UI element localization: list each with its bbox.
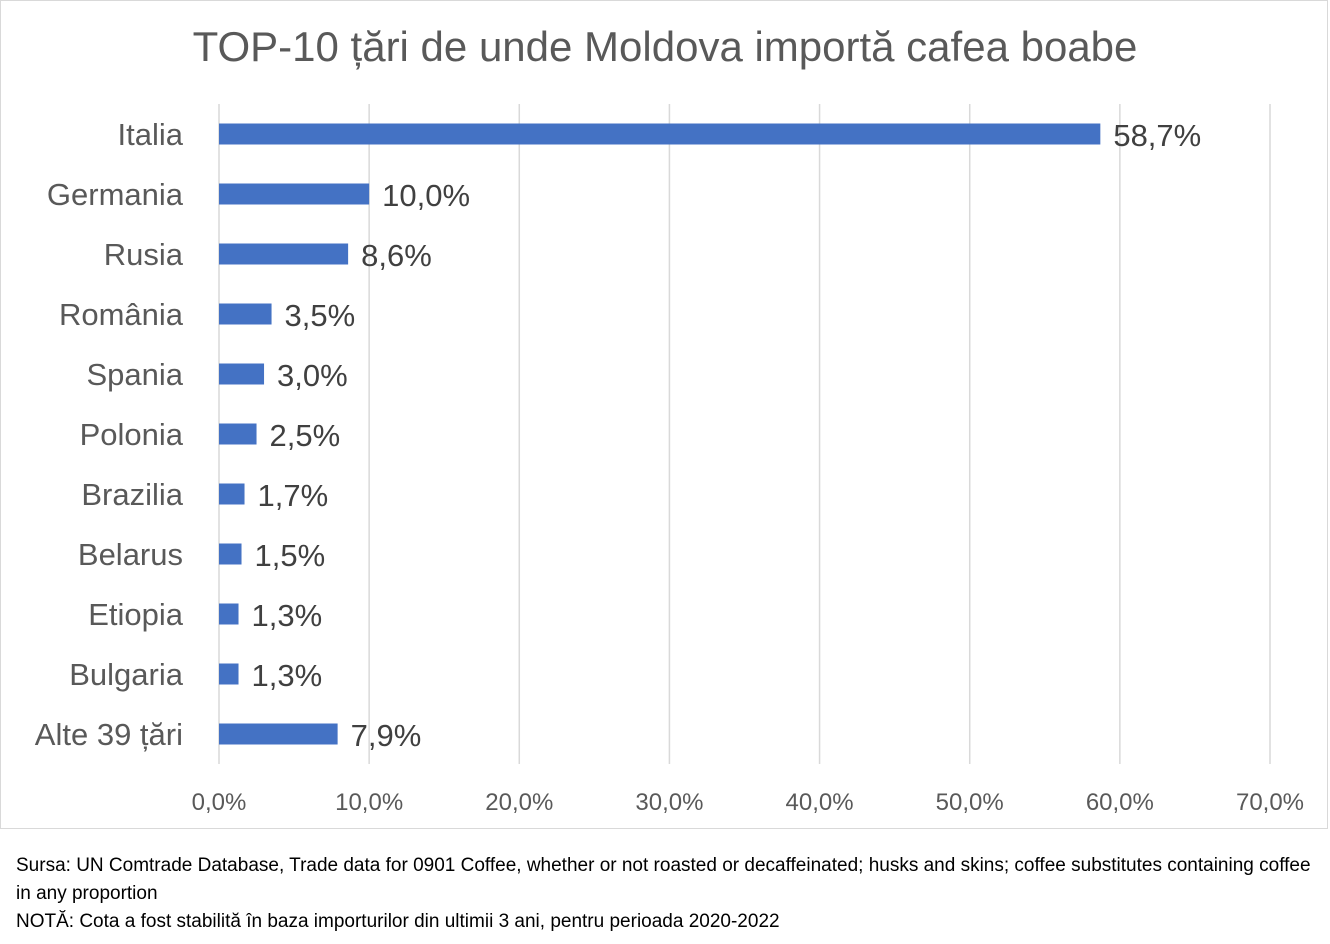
category-label: Belarus	[78, 537, 183, 572]
data-label: 3,0%	[277, 358, 348, 393]
data-label: 3,5%	[285, 298, 356, 333]
source-note: Sursa: UN Comtrade Database, Trade data …	[16, 855, 1311, 904]
data-label: 1,3%	[252, 598, 323, 633]
bar	[219, 243, 349, 265]
data-label: 58,7%	[1113, 118, 1201, 153]
x-tick-label: 50,0%	[936, 789, 1004, 816]
category-label: Bulgaria	[69, 657, 183, 692]
methodology-note: NOTĂ: Cota a fost stabilită în baza impo…	[16, 911, 780, 932]
bar	[219, 603, 239, 625]
data-label: 1,3%	[252, 658, 323, 693]
x-tick-label: 70,0%	[1236, 789, 1304, 816]
chart-title: TOP-10 țări de unde Moldova importă cafe…	[192, 23, 1138, 70]
x-tick-label: 60,0%	[1086, 789, 1154, 816]
x-tick-label: 0,0%	[192, 789, 247, 816]
bar	[219, 123, 1101, 145]
chart-area: 58,7% 10,0% 8,6% 3,5% 3,0% 2,5% 1,7% 1,5% 1,3% 1,…	[0, 0, 1328, 829]
category-label: Alte 39 țări	[35, 717, 183, 752]
category-label: Spania	[86, 357, 183, 392]
category-label: Brazilia	[81, 477, 183, 512]
x-tick-label: 40,0%	[786, 789, 854, 816]
data-label: 8,6%	[361, 238, 432, 273]
x-tick-label: 20,0%	[485, 789, 553, 816]
data-label: 7,9%	[351, 718, 422, 753]
category-label: Rusia	[104, 237, 184, 272]
bar	[219, 483, 245, 505]
category-label: Etiopia	[88, 597, 184, 632]
category-label: România	[59, 297, 184, 332]
bar	[219, 363, 265, 385]
bar	[219, 423, 257, 445]
x-axis-tick-labels: 0,0% 10,0% 20,0% 30,0% 40,0% 50,0% 60,0% 70,0%	[192, 789, 1304, 816]
x-tick-label: 10,0%	[335, 789, 403, 816]
category-labels: Italia Germania Rusia România Spania Polonia B…	[35, 117, 184, 752]
data-label: 1,7%	[258, 478, 329, 513]
bar	[219, 543, 242, 565]
bar	[219, 663, 239, 685]
data-label: 1,5%	[255, 538, 326, 573]
category-label: Germania	[47, 177, 184, 212]
category-label: Italia	[118, 117, 184, 152]
gridlines	[218, 104, 1271, 764]
bar	[219, 723, 338, 745]
x-tick-label: 30,0%	[635, 789, 703, 816]
category-label: Polonia	[80, 417, 184, 452]
data-label: 2,5%	[270, 418, 341, 453]
data-label: 10,0%	[382, 178, 470, 213]
bars	[219, 123, 1101, 745]
bar-chart: 58,7% 10,0% 8,6%3,5% 3,0% 2,5% 1,7% 1,5% 1,3% 1,…	[35, 104, 1304, 816]
data-labels: 58,7% 10,0% 8,6%3,5% 3,0% 2,5% 1,7% 1,5% 1,3% 1,…	[252, 118, 1202, 753]
bar	[219, 303, 272, 325]
footnotes: Sursa: UN Comtrade Database, Trade data …	[16, 852, 1316, 936]
bar	[219, 183, 370, 205]
